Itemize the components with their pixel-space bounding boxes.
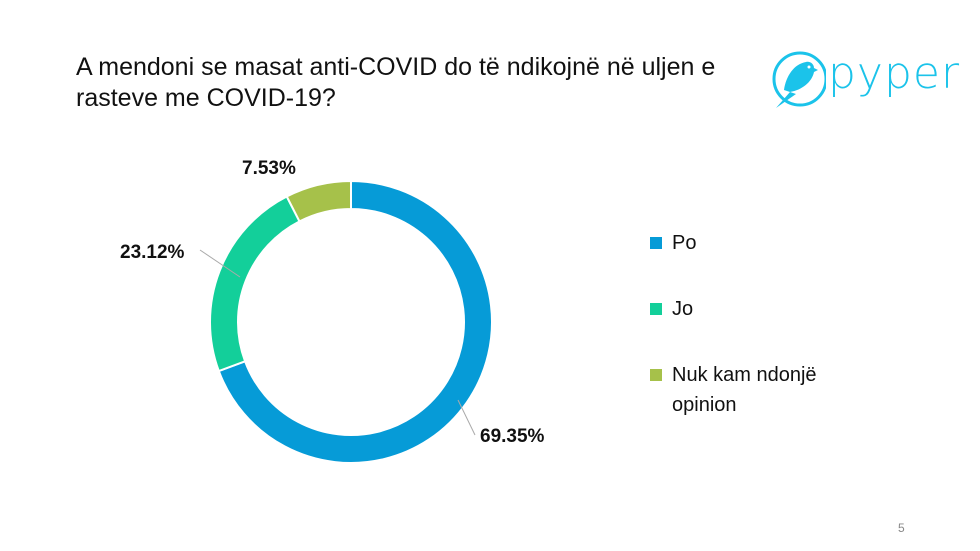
chart-legend: Po Jo Nuk kam ndonjë opinion [650,228,872,420]
legend-item-nuk-kam: Nuk kam ndonjë opinion [650,360,872,420]
legend-swatch [650,237,662,249]
legend-item-jo: Jo [650,294,872,324]
legend-label: Jo [672,298,694,320]
legend-label: Nuk kam ndonjë opinion [672,364,817,416]
legend-swatch [650,303,662,315]
donut-slice-0 [217,179,493,464]
slide-title: A mendoni se masat anti-COVID do të ndik… [76,53,716,112]
page-number: 5 [898,521,905,535]
pyper-logo: pyper [770,46,960,112]
donut-slice-2 [285,179,352,223]
data-label-nuk-kam: 7.53% [242,158,296,179]
data-label-jo: 23.12% [120,242,185,263]
donut-slice-1 [209,195,301,373]
legend-label: Po [672,232,697,254]
legend-item-po: Po [650,228,872,258]
logo-text: pyper [828,48,961,99]
legend-swatch [650,369,662,381]
data-label-po: 69.35% [480,426,545,447]
